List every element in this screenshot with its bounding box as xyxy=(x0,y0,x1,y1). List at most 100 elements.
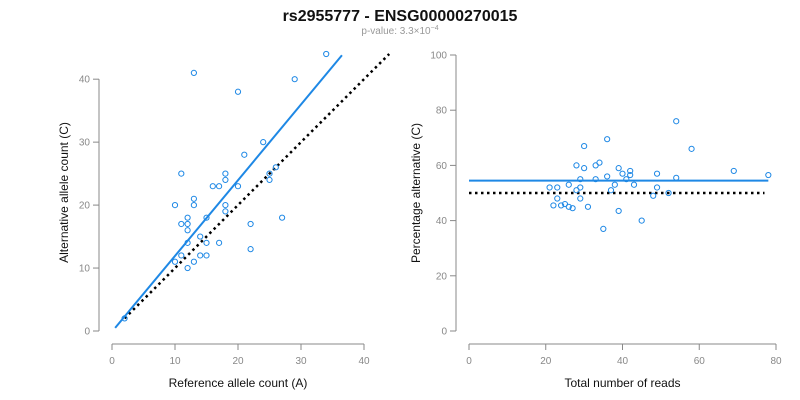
data-point xyxy=(730,167,737,175)
data-point xyxy=(600,225,607,232)
data-point xyxy=(623,176,630,183)
y-axis-title: Alternative allele count (C) xyxy=(57,122,71,263)
data-point xyxy=(203,214,210,221)
data-point xyxy=(216,183,223,190)
data-point xyxy=(234,183,242,190)
data-point xyxy=(184,239,191,246)
data-point xyxy=(546,184,553,191)
data-point xyxy=(266,176,273,184)
data-point xyxy=(222,201,229,209)
data-point xyxy=(178,252,185,259)
data-point xyxy=(216,239,223,246)
data-point xyxy=(203,239,210,246)
data-point xyxy=(688,145,695,152)
y-axis-title: Percentage alternative (C) xyxy=(409,123,423,263)
y-tick-label: 10 xyxy=(79,264,91,275)
data-point xyxy=(171,258,179,265)
y-tick-label: 60 xyxy=(436,161,448,172)
data-point xyxy=(178,170,185,177)
data-point xyxy=(222,170,229,177)
data-point xyxy=(558,202,565,209)
data-point xyxy=(222,208,229,215)
data-point xyxy=(197,252,204,259)
reference-line xyxy=(123,53,391,320)
data-point xyxy=(565,181,572,188)
data-point xyxy=(673,118,680,125)
y-tick-label: 20 xyxy=(79,201,91,212)
data-point xyxy=(573,162,580,169)
x-tick-label: 0 xyxy=(466,356,472,367)
data-point xyxy=(653,170,661,177)
x-tick-label: 20 xyxy=(232,356,244,367)
data-point xyxy=(596,159,603,166)
data-point xyxy=(581,165,588,172)
y-tick-label: 80 xyxy=(436,106,448,117)
data-point xyxy=(184,264,191,272)
data-point xyxy=(584,203,592,210)
data-point xyxy=(266,170,273,177)
p-value-label: p-value: 3.3×10−4 xyxy=(361,25,438,37)
data-point xyxy=(190,195,197,202)
data-point xyxy=(607,187,615,194)
data-point xyxy=(247,246,254,253)
data-point xyxy=(323,50,330,58)
data-point xyxy=(550,202,557,209)
data-point xyxy=(673,174,680,181)
y-tick-label: 100 xyxy=(430,51,447,62)
panel-percentage-alternative: 0 20 40 60 80 0 20 40 60 80 100 Total number of rea… xyxy=(409,51,782,391)
data-point xyxy=(222,176,229,184)
x-tick-label: 40 xyxy=(358,356,370,367)
data-point xyxy=(203,252,210,259)
data-point xyxy=(765,171,772,179)
y-tick-label: 40 xyxy=(79,75,91,86)
data-point xyxy=(627,167,634,175)
data-point xyxy=(615,207,622,215)
p-value-exponent: −4 xyxy=(431,25,439,32)
x-axis-title: Total number of reads xyxy=(564,376,680,390)
data-point xyxy=(627,171,634,179)
data-point xyxy=(653,184,661,191)
data-point xyxy=(171,201,179,209)
y-tick-label: 20 xyxy=(436,271,448,282)
x-tick-label: 80 xyxy=(770,356,782,367)
data-point xyxy=(638,217,645,224)
data-point xyxy=(247,220,254,228)
data-point xyxy=(209,183,216,190)
data-point xyxy=(615,165,622,172)
x-tick-label: 20 xyxy=(540,356,552,367)
data-point xyxy=(178,220,185,228)
fit-line xyxy=(114,54,343,329)
x-axis-title: Reference allele count (A) xyxy=(169,376,308,390)
data-point xyxy=(190,258,197,265)
p-value-prefix: p-value: 3.3×10 xyxy=(361,26,431,37)
data-point xyxy=(184,227,191,234)
data-point xyxy=(190,69,197,76)
data-point xyxy=(577,184,584,191)
data-point xyxy=(577,195,584,202)
y-tick-label: 0 xyxy=(84,327,90,338)
x-tick-label: 40 xyxy=(617,356,629,367)
data-point xyxy=(291,76,298,83)
data-point xyxy=(121,315,128,322)
chart-title: rs2955777 - ENSG00000270015 xyxy=(283,8,518,25)
data-point xyxy=(197,233,204,240)
data-point xyxy=(184,220,191,228)
y-tick-label: 40 xyxy=(436,216,448,227)
data-point xyxy=(565,203,572,210)
data-point xyxy=(554,195,561,202)
data-point xyxy=(234,88,242,95)
data-point xyxy=(611,181,618,188)
data-point xyxy=(272,164,279,171)
data-point xyxy=(260,139,267,146)
data-point xyxy=(650,192,657,199)
x-tick-label: 0 xyxy=(109,356,115,367)
data-point xyxy=(190,201,197,209)
x-tick-label: 30 xyxy=(295,356,307,367)
panel-allele-counts: 0 10 20 30 40 0 10 20 30 40 Reference allele count… xyxy=(57,50,391,390)
data-point xyxy=(665,189,672,197)
data-point xyxy=(619,170,626,177)
data-point xyxy=(241,151,248,158)
data-point xyxy=(604,136,611,143)
data-point xyxy=(577,176,584,183)
